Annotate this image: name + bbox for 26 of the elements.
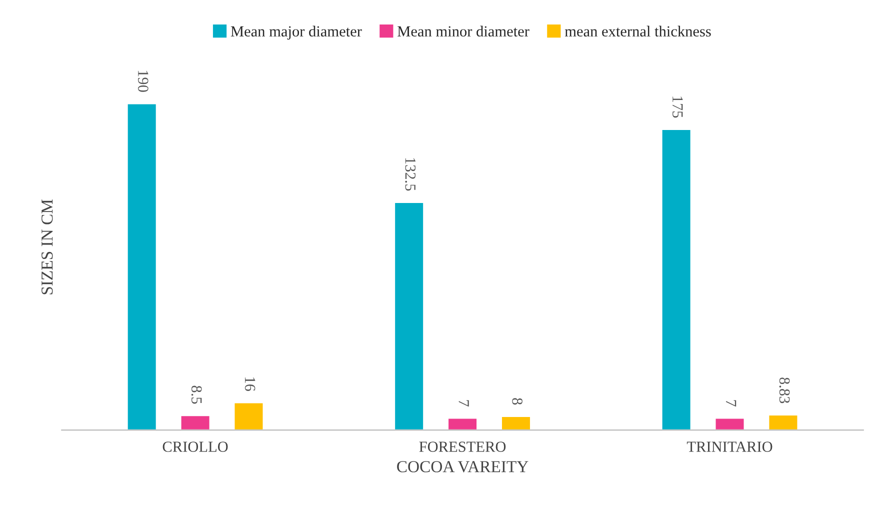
data-label: 7 bbox=[458, 400, 469, 406]
data-label: 7 bbox=[726, 400, 736, 406]
bar bbox=[660, 128, 692, 430]
data-label: 8.83 bbox=[779, 378, 790, 404]
data-label: 190 bbox=[138, 70, 148, 92]
x-tick-label: TRINITARIO bbox=[686, 442, 772, 452]
data-label: 175 bbox=[672, 96, 683, 118]
data-label: 132.5 bbox=[405, 158, 416, 191]
bar bbox=[394, 202, 424, 430]
bar bbox=[233, 402, 264, 430]
legend-label: Mean minor diameter bbox=[398, 26, 530, 37]
legend-label: mean external thickness bbox=[564, 26, 711, 37]
legend-label: Mean major diameter bbox=[230, 26, 362, 40]
bar bbox=[714, 417, 746, 430]
bar bbox=[126, 102, 158, 430]
x-tick-label: FORESTERO bbox=[419, 442, 506, 452]
data-label: 8 bbox=[512, 398, 522, 405]
x-tick-label: CRIOLLO bbox=[162, 442, 228, 452]
x-axis-title: COCOA VAREITY bbox=[397, 461, 528, 472]
data-label: 16 bbox=[244, 377, 256, 391]
data-label: 8.5 bbox=[191, 386, 202, 404]
bar bbox=[768, 414, 799, 430]
bar bbox=[500, 416, 532, 430]
bar bbox=[447, 417, 478, 430]
bar bbox=[180, 414, 211, 430]
y-axis-title: SIZES IN CM bbox=[42, 200, 53, 294]
